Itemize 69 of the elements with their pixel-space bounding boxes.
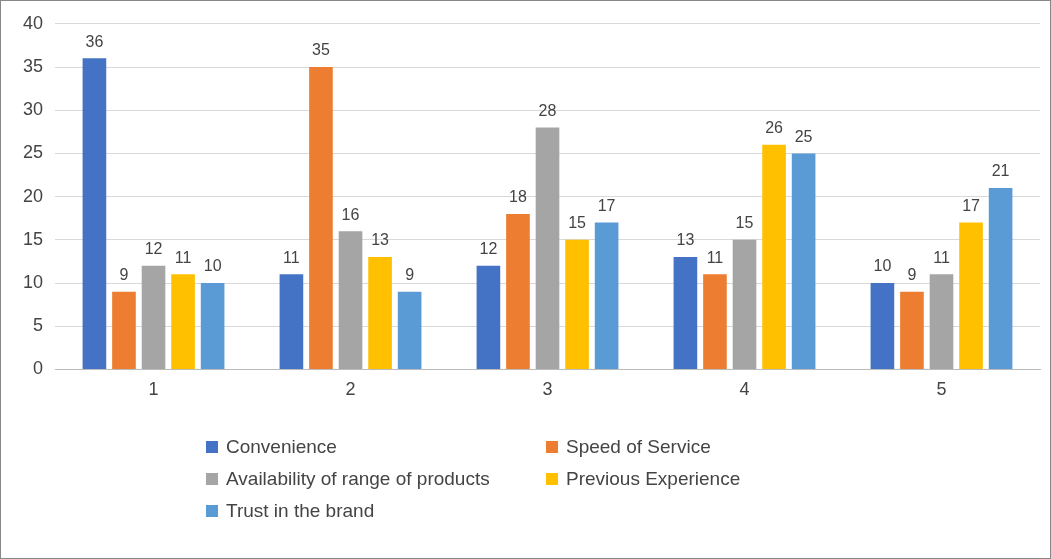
data-label: 18 [509, 188, 527, 206]
y-tick-label: 10 [22, 271, 44, 292]
data-label: 28 [538, 101, 557, 119]
legend-label: Availability of range of products [226, 468, 490, 490]
data-label: 10 [873, 257, 892, 275]
y-tick-label: 40 [22, 12, 44, 33]
data-label: 11 [933, 248, 950, 266]
y-tick-label: 35 [22, 55, 44, 76]
y-tick-label: 15 [22, 228, 44, 249]
data-label: 15 [568, 214, 587, 232]
bar [141, 265, 166, 369]
x-tick-label: 5 [936, 379, 947, 400]
bar [309, 67, 333, 369]
bar [870, 283, 895, 369]
data-label: 9 [405, 266, 415, 284]
bar [397, 291, 422, 369]
bar [476, 265, 501, 369]
data-label: 11 [706, 248, 724, 266]
data-label: 13 [676, 231, 695, 249]
y-tick-label: 25 [22, 142, 44, 163]
bar [535, 127, 560, 369]
y-tick-label: 20 [22, 185, 44, 206]
data-label: 36 [85, 32, 104, 50]
data-label: 13 [371, 231, 390, 249]
bar [900, 291, 924, 369]
legend-label: Speed of Service [566, 436, 711, 458]
bar [506, 213, 530, 369]
bar [929, 274, 954, 369]
bar [112, 291, 136, 369]
y-tick-label: 30 [22, 99, 44, 120]
legend-label: Trust in the brand [226, 500, 375, 522]
data-label: 25 [794, 127, 813, 145]
data-label: 9 [119, 266, 129, 284]
bar [200, 283, 225, 369]
bar [959, 222, 983, 369]
bar [368, 257, 392, 369]
data-label: 15 [735, 214, 754, 232]
bar [171, 274, 195, 369]
y-tick-label: 5 [33, 315, 44, 336]
data-label: 11 [174, 248, 192, 266]
data-label: 11 [283, 248, 300, 266]
bar [82, 58, 107, 369]
data-label: 12 [479, 240, 498, 258]
bar [732, 239, 757, 369]
legend-label: Convenience [226, 436, 337, 458]
y-tick-label: 0 [33, 358, 44, 379]
x-tick-label: 4 [739, 379, 750, 400]
bar [279, 274, 304, 369]
bar [565, 239, 589, 369]
data-label: 9 [907, 266, 917, 284]
bar [594, 222, 619, 369]
bar [791, 153, 816, 369]
data-label: 12 [144, 240, 163, 258]
x-tick-label: 1 [148, 379, 159, 400]
legend-label: Previous Experience [566, 468, 741, 490]
data-label: 16 [341, 205, 360, 223]
x-tick-label: 2 [345, 379, 356, 400]
data-label: 17 [962, 196, 981, 214]
data-label: 17 [597, 196, 616, 214]
x-tick-label: 3 [542, 379, 553, 400]
bar [338, 231, 363, 369]
data-label: 10 [203, 257, 222, 275]
bar [673, 257, 698, 369]
bar [703, 274, 727, 369]
data-label: 35 [312, 41, 330, 59]
bar [762, 144, 786, 369]
data-label: 26 [765, 119, 784, 137]
bar [988, 187, 1013, 369]
data-label: 21 [991, 162, 1010, 180]
